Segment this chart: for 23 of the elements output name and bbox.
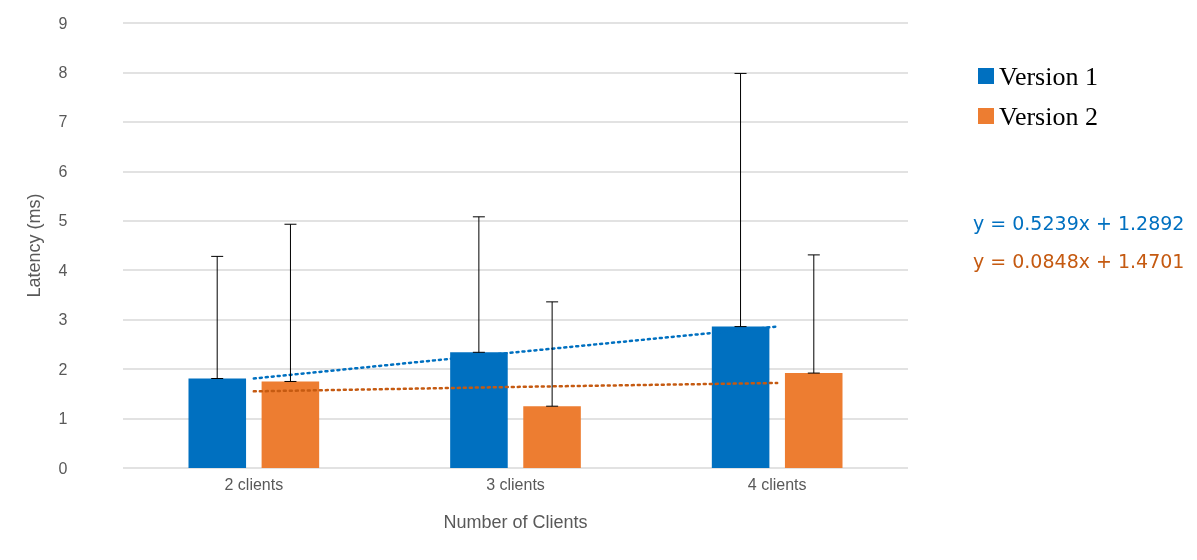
legend-label: Version 1 [999,61,1098,91]
bar [784,373,843,468]
y-tick-label: 9 [58,14,68,32]
y-tick-label: 1 [58,410,68,428]
bar [188,378,247,468]
x-tick-label: 4 clients [747,475,807,493]
x-tick-label: 2 clients [224,475,284,493]
y-axis-title: Latency (ms) [24,193,44,298]
y-tick-label: 0 [58,459,68,477]
legend-label: Version 2 [999,101,1098,131]
y-tick-label: 5 [58,212,68,230]
x-tick-label: 3 clients [486,475,545,493]
bar [523,406,581,468]
x-axis-title: Number of Clients [443,512,588,532]
y-tick-label: 4 [58,261,68,279]
y-tick-label: 6 [58,162,68,180]
y-tick-label: 3 [58,311,68,329]
bar [261,381,320,468]
text: y = 0.0848x + 1.4701 [973,249,1185,272]
y-tick-label: 2 [58,360,68,378]
text: y = 0.5239x + 1.2892 [973,211,1185,234]
y-tick-label: 7 [58,113,68,131]
y-tick-label: 8 [58,63,68,81]
